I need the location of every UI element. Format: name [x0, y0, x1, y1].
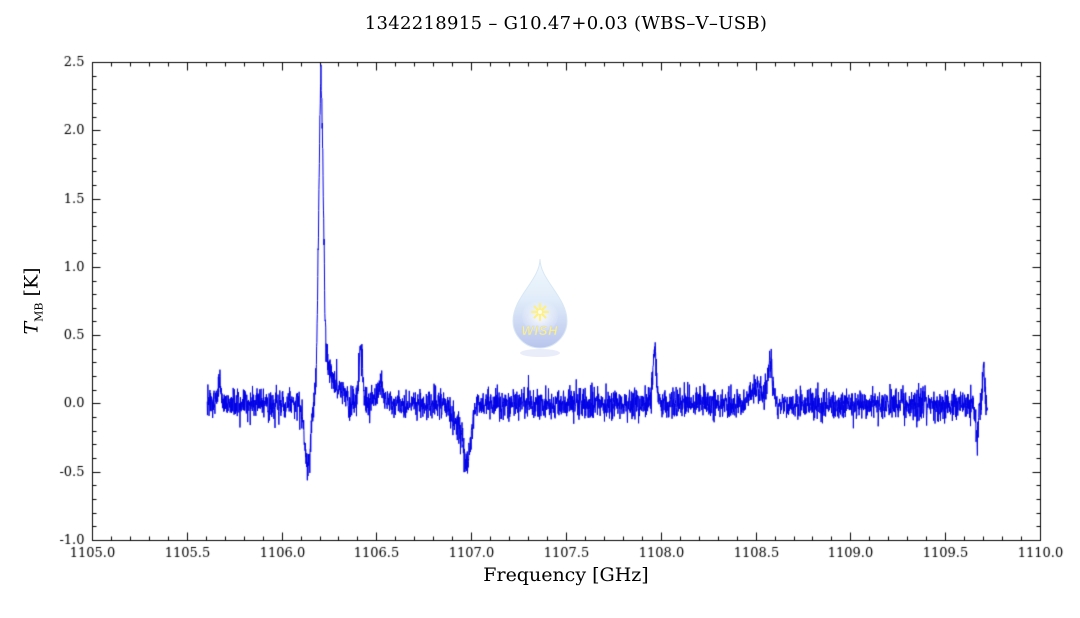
spectrum-figure: 1342218915 – G10.47+0.03 (WBS–V–USB) — [0, 0, 1080, 618]
plot-canvas — [0, 0, 1080, 618]
